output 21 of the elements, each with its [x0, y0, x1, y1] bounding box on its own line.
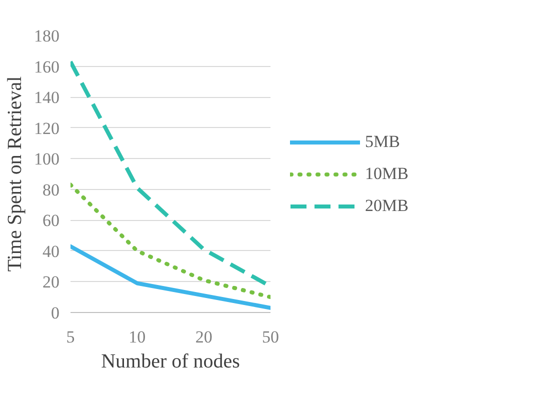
x-tick-label: 5: [66, 328, 75, 346]
x-tick-label: 10: [128, 328, 146, 346]
y-tick-label: 100: [34, 150, 60, 169]
legend-label: 20MB: [365, 196, 408, 216]
y-tick-label: 140: [34, 88, 60, 108]
legend-label: 10MB: [365, 164, 408, 184]
y-tick-label: 120: [34, 118, 60, 138]
legend-label: 5MB: [365, 132, 400, 152]
x-axis-title: Number of nodes: [101, 350, 240, 372]
x-tick-label: 20: [195, 328, 212, 346]
y-tick-label: 180: [34, 26, 60, 46]
y-tick-label: 160: [34, 57, 60, 76]
y-tick-label: 0: [51, 304, 60, 322]
y-tick-label: 20: [42, 272, 60, 292]
line-series: [70, 182, 270, 300]
line-series: [70, 244, 270, 310]
x-tick-label: 50: [262, 328, 279, 346]
y-axis-title: Time Spent on Retrieval: [4, 76, 26, 272]
y-tick-label: 40: [42, 242, 60, 261]
y-tick-label: 80: [42, 180, 60, 200]
y-tick-label: 60: [42, 211, 60, 230]
